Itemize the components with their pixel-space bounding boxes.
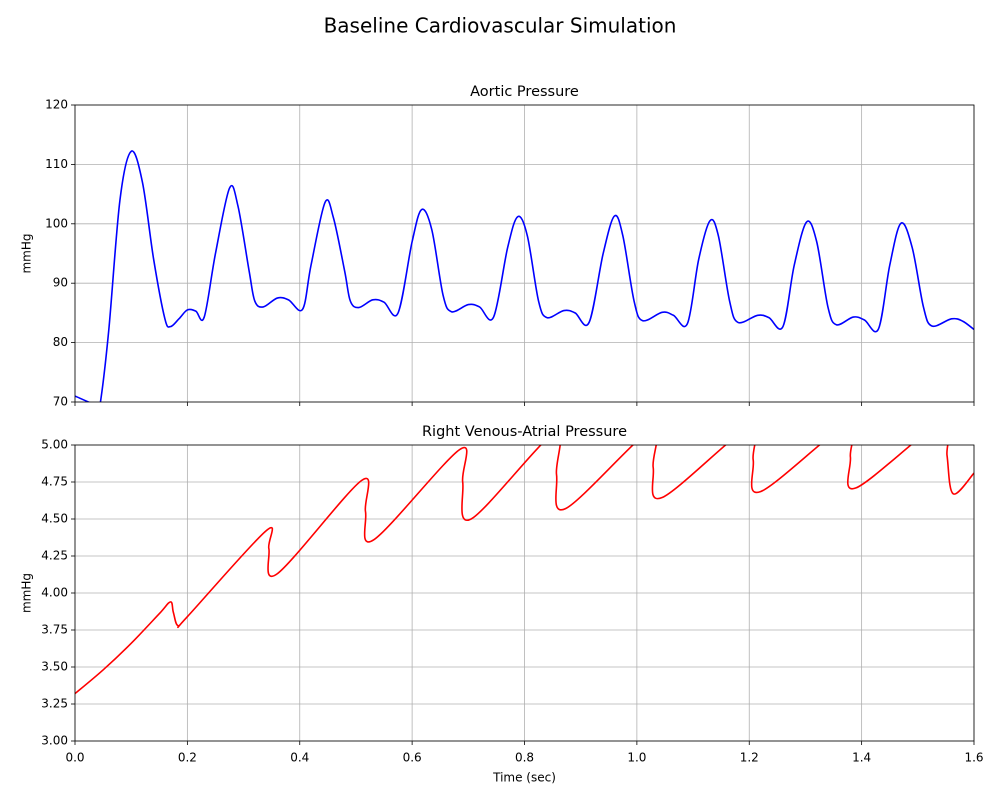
y-tick-label: 4.50 [41,512,68,526]
x-tick-label: 0.4 [290,751,309,765]
x-tick-label: 1.6 [964,751,983,765]
y-tick-label: 3.00 [41,734,68,748]
axes-title: Right Venous-Atrial Pressure [422,424,627,440]
y-tick-label: 3.75 [41,623,68,637]
data-line [75,445,974,695]
axes-frame [74,104,975,403]
y-tick-label: 4.25 [41,549,68,563]
axes-title: Aortic Pressure [470,84,579,100]
y-tick-label: 100 [45,216,68,230]
y-tick-label: 80 [53,335,68,349]
y-tick-label: 120 [45,98,68,112]
y-tick-label: 3.25 [41,697,68,711]
data-line [75,150,974,402]
x-tick-label: 0.8 [515,751,534,765]
x-axis-label: Time (sec) [492,771,556,785]
x-tick-label: 0.0 [65,751,84,765]
y-axis-label: mmHg [20,233,34,273]
x-tick-label: 1.2 [740,751,759,765]
y-tick-label: 4.75 [41,475,68,489]
y-tick-label: 4.00 [41,586,68,600]
axes-frame [74,444,975,742]
y-axis-label: mmHg [20,573,34,613]
y-tick-label: 110 [45,157,68,171]
y-tick-label: 70 [53,395,68,409]
x-tick-label: 1.4 [852,751,871,765]
y-tick-label: 5.00 [41,438,68,452]
figure-title: Baseline Cardiovascular Simulation [324,14,677,38]
y-tick-label: 90 [53,276,68,290]
y-tick-label: 3.50 [41,660,68,674]
x-tick-label: 0.2 [178,751,197,765]
x-tick-label: 0.6 [403,751,422,765]
x-tick-label: 1.0 [627,751,646,765]
